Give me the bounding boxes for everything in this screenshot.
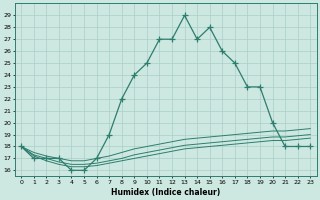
X-axis label: Humidex (Indice chaleur): Humidex (Indice chaleur) — [111, 188, 220, 197]
